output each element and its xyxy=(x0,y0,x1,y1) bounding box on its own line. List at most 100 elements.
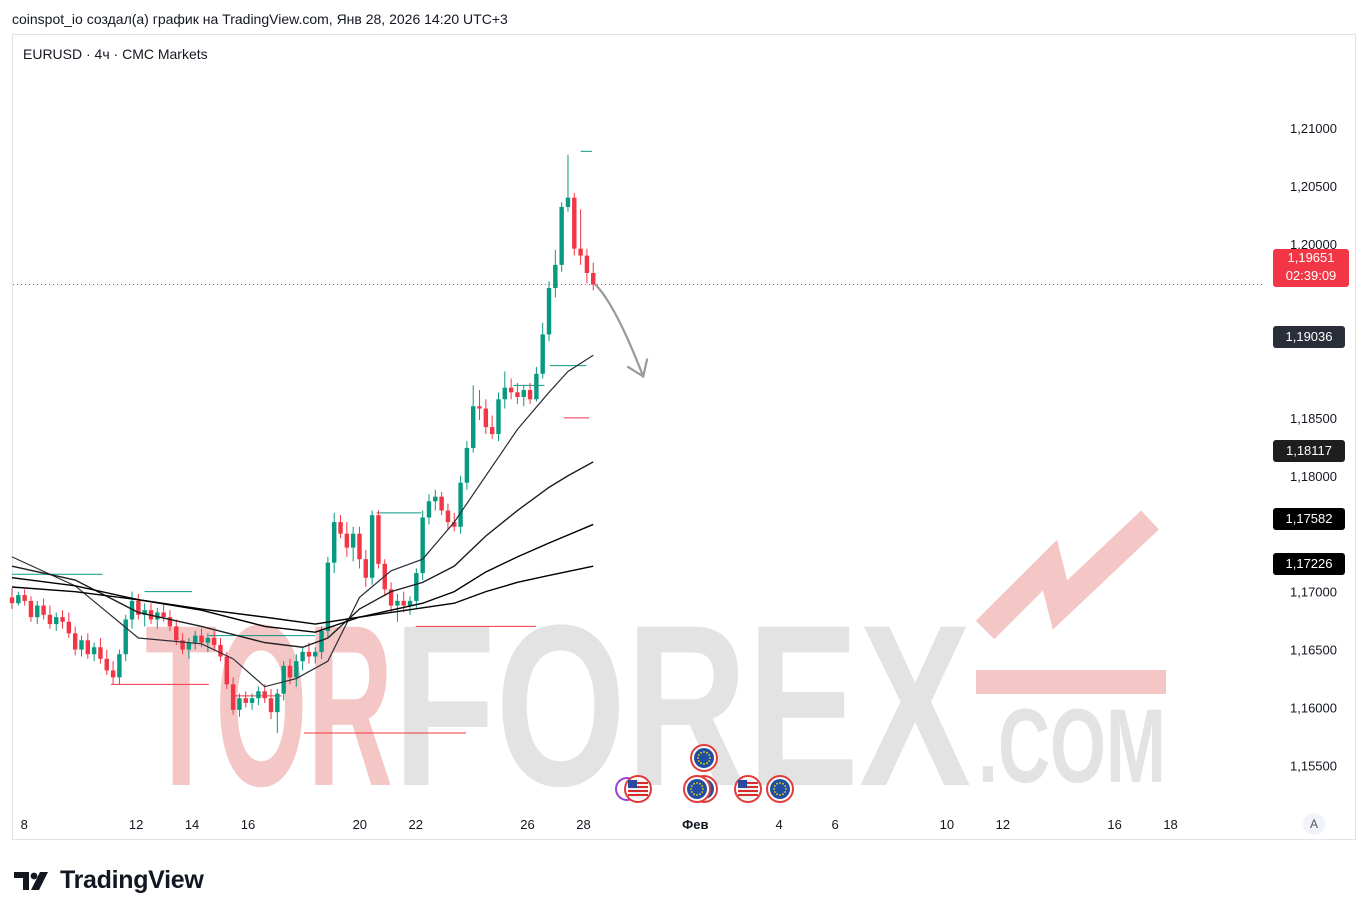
candle-body xyxy=(407,600,413,606)
x-tick-label: 10 xyxy=(940,817,954,832)
us-flag-icon[interactable] xyxy=(624,775,652,803)
moving-average-line xyxy=(11,565,594,625)
ma-price-label: 1,18117 xyxy=(1273,440,1345,462)
candle xyxy=(281,661,286,701)
candle-body xyxy=(60,617,65,622)
x-tick-label: 14 xyxy=(185,817,199,832)
candle xyxy=(256,686,261,706)
candle-body xyxy=(584,255,590,273)
y-tick-label: 1,17000 xyxy=(1290,585,1337,600)
candle-body xyxy=(521,390,526,397)
y-tick-label: 1,20000 xyxy=(1290,237,1337,252)
candle-body xyxy=(161,612,166,618)
candle xyxy=(344,522,350,557)
time-axis[interactable]: 8 12 14 16 20 22 26 28 Фев 4 6 10 12 16 18 xyxy=(21,817,1178,832)
candle-body xyxy=(129,600,135,620)
candle xyxy=(313,647,318,664)
candle xyxy=(16,591,21,606)
candle xyxy=(60,610,65,629)
candle xyxy=(85,633,91,659)
eu-flag-icon[interactable] xyxy=(683,775,711,803)
x-tick-label: 20 xyxy=(353,817,367,832)
candle xyxy=(414,568,419,608)
x-tick-label: 16 xyxy=(241,817,255,832)
candle xyxy=(395,593,400,622)
candle-body xyxy=(357,533,362,560)
candle-body xyxy=(186,642,192,650)
candle xyxy=(338,515,343,539)
candle xyxy=(578,209,583,265)
candle xyxy=(332,512,337,574)
candle-body xyxy=(262,691,267,699)
candle-body xyxy=(35,605,40,618)
candle xyxy=(420,510,425,581)
candle-body xyxy=(489,427,495,435)
candle-body xyxy=(591,272,596,285)
candle xyxy=(98,637,103,664)
candle xyxy=(180,633,185,655)
candle-body xyxy=(338,522,343,534)
candle xyxy=(369,510,375,585)
us-flag-icon[interactable] xyxy=(734,775,762,803)
candle-body xyxy=(199,635,204,643)
candle xyxy=(79,635,84,657)
candle-body xyxy=(508,387,514,393)
chart-pane[interactable] xyxy=(12,34,1356,840)
candle xyxy=(445,503,451,530)
candle-body xyxy=(85,640,91,655)
candle-body xyxy=(123,619,128,655)
candle xyxy=(515,383,520,404)
symbol-legend[interactable]: EURUSD · 4ч · CMC Markets xyxy=(23,46,208,62)
candle xyxy=(433,489,438,511)
candle-body xyxy=(452,522,457,527)
candle-body xyxy=(369,515,375,578)
eu-flag-icon[interactable] xyxy=(690,744,718,772)
candle xyxy=(477,390,482,421)
tradingview-logo-icon xyxy=(14,871,48,890)
candle xyxy=(540,322,545,379)
candle xyxy=(22,589,27,606)
candle xyxy=(496,392,501,441)
candle xyxy=(350,526,356,562)
candle xyxy=(186,637,192,659)
moving-average-line xyxy=(11,461,594,648)
candle xyxy=(483,399,489,435)
candle xyxy=(205,633,211,652)
candle-body xyxy=(224,656,230,685)
candle-body xyxy=(41,605,46,615)
candle-body xyxy=(572,197,577,249)
candle xyxy=(357,526,362,569)
candle-body xyxy=(540,334,545,374)
candle-body xyxy=(287,665,293,678)
candle xyxy=(230,677,236,715)
auto-scale-button[interactable]: A xyxy=(1303,813,1325,835)
x-tick-label: 26 xyxy=(520,817,534,832)
candle-body xyxy=(110,670,116,678)
candle-body xyxy=(300,651,305,662)
price-axis[interactable]: 1,21000 1,20500 1,20000 1,18500 1,18000 1,170… xyxy=(1290,121,1337,773)
candle-body xyxy=(268,698,274,713)
chart-overlays xyxy=(13,283,1262,379)
candle xyxy=(41,598,46,620)
eu-flag-icon[interactable] xyxy=(766,775,794,803)
candle-body xyxy=(433,496,438,502)
candle xyxy=(35,600,40,625)
candle xyxy=(211,631,217,650)
x-tick-label: 12 xyxy=(996,817,1010,832)
candle-body xyxy=(414,573,419,601)
tradingview-logo[interactable]: TradingView xyxy=(14,866,204,895)
moving-average-line xyxy=(11,354,594,688)
x-tick-label: 6 xyxy=(831,817,838,832)
candle xyxy=(117,649,122,685)
bar-countdown: 02:39:09 xyxy=(1285,268,1337,283)
candle xyxy=(325,556,331,638)
candle xyxy=(249,693,255,710)
economic-events[interactable] xyxy=(615,744,794,803)
candle-body xyxy=(458,482,463,527)
candle-body xyxy=(426,501,432,518)
candle-body xyxy=(117,654,122,678)
candle xyxy=(142,603,147,627)
current-price-value: 1,19651 xyxy=(1287,250,1335,265)
candle xyxy=(167,610,173,632)
